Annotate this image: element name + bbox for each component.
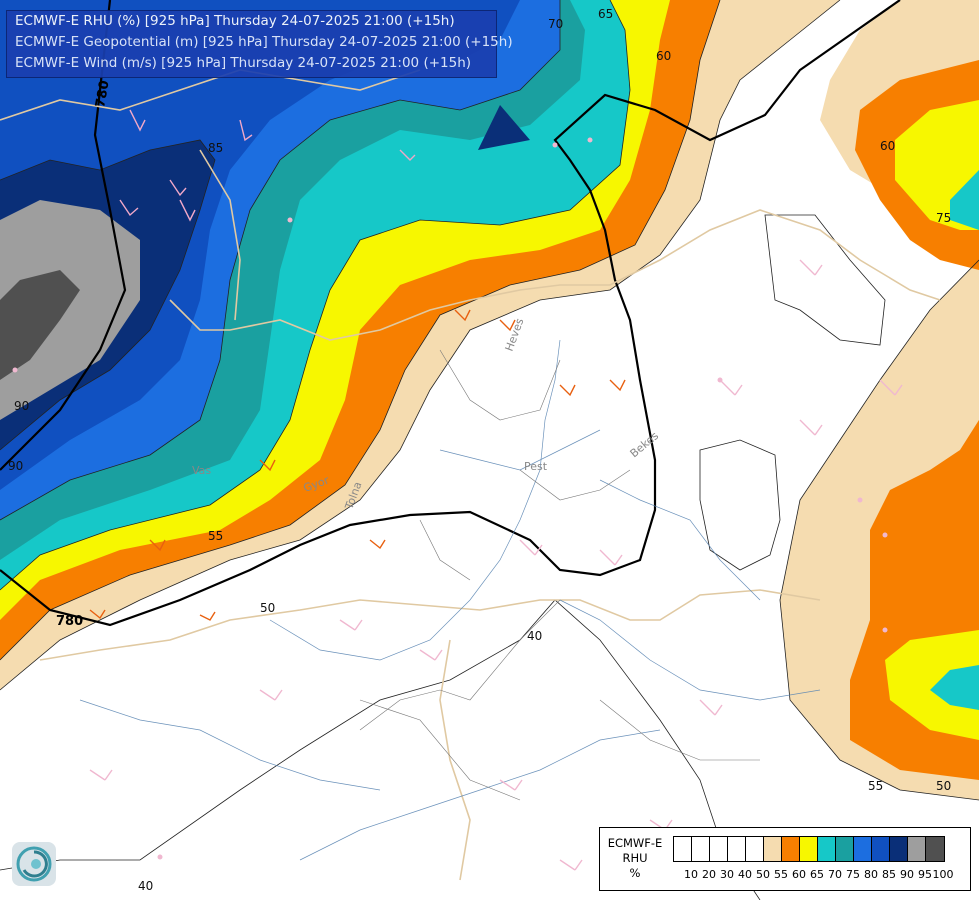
legend-level-label: 55 [774,868,788,881]
legend-model: ECMWF-E [607,836,663,850]
geopotential-contour-780-west [0,0,127,471]
title-rhu: ECMWF-E RHU (%) [925 hPa] Thursday 24-07… [15,13,455,29]
legend-level-label: 95 [918,868,932,881]
legend-level-label: 80 [864,868,878,881]
rh-label: 40 [138,879,153,893]
legend-swatch [818,837,836,861]
rh-band-100 [0,270,80,380]
legend-swatch [908,837,926,861]
legend-level-label: 20 [702,868,716,881]
place-label: Heves [503,316,527,353]
rh-blob-90-ne [478,105,530,150]
legend-swatch [890,837,908,861]
legend-level-label: 10 [684,868,698,881]
rh-label: 85 [208,141,223,155]
legend-level-label: 65 [810,868,824,881]
rh-label: 60 [880,139,895,153]
legend-variable: RHU [622,851,648,865]
rh-east-65 [885,630,979,740]
legend-labels: 10 20 30 40 50 55 60 65 70 75 80 85 90 95 100 [673,868,973,882]
rh-east-70b [950,170,979,230]
rh-label: 75 [936,211,951,225]
geopotential-label: 780 [93,79,112,108]
title-wind: ECMWF-E Wind (m/s) [925 hPa] Thursday 24… [15,55,472,71]
rh-east-70 [930,665,979,710]
rh-label: 55 [868,779,883,793]
rh-label: 70 [548,17,563,31]
legend-level-label: 50 [756,868,770,881]
legend-swatch [926,837,944,861]
country-borders [0,69,941,881]
legend-level-label: 70 [828,868,842,881]
geopotential-labels: 780 780 [56,79,113,629]
legend-level-label: 100 [932,868,954,881]
legend-swatch [692,837,710,861]
meteo-logo-icon [12,842,56,886]
legend-level-label: 90 [900,868,914,881]
place-label: Vas [192,464,211,477]
geopotential-label: 780 [56,614,83,629]
legend-level-label: 85 [882,868,896,881]
legend-swatch [728,837,746,861]
rh-contour-labels: 70 65 60 85 90 90 60 75 55 50 40 55 50 4… [8,7,951,893]
rh-label: 60 [656,49,671,63]
wind-barbs [12,109,903,871]
rh-band-95 [0,200,140,420]
legend-level-label: 30 [720,868,734,881]
legend-swatch [800,837,818,861]
legend-level-label: 75 [846,868,860,881]
color-legend: ECMWF-E RHU % 10 20 30 40 50 55 60 65 70 75 80 85 90… [599,827,971,891]
legend-swatch [746,837,764,861]
legend-level-label: 60 [792,868,806,881]
legend-swatch [782,837,800,861]
rh-label: 55 [208,529,223,543]
rh-label: 90 [14,399,29,413]
rh-label: 90 [8,459,23,473]
rh-label: 40 [527,629,542,643]
place-label: Bekes [628,429,662,460]
rh-label: 65 [598,7,613,21]
title-geopotential: ECMWF-E Geopotential (m) [925 hPa] Thurs… [15,34,513,50]
legend-swatch [764,837,782,861]
legend-swatch [872,837,890,861]
place-label: Pest [524,460,548,473]
legend-swatches [673,836,945,862]
geopotential-contour-780 [0,0,901,627]
rh-label: 50 [260,601,275,615]
legend-unit: % [629,866,641,880]
rh-label: 50 [936,779,951,793]
legend-level-label: 40 [738,868,752,881]
legend-swatch [674,837,692,861]
admin-boundaries [359,349,760,801]
rh-band-85 [0,0,520,490]
legend-title: ECMWF-E RHU % [602,836,668,881]
legend-swatch [836,837,854,861]
legend-swatch [710,837,728,861]
legend-swatch [854,837,872,861]
map-title-box: ECMWF-E RHU (%) [925 hPa] Thursday 24-07… [6,10,513,78]
